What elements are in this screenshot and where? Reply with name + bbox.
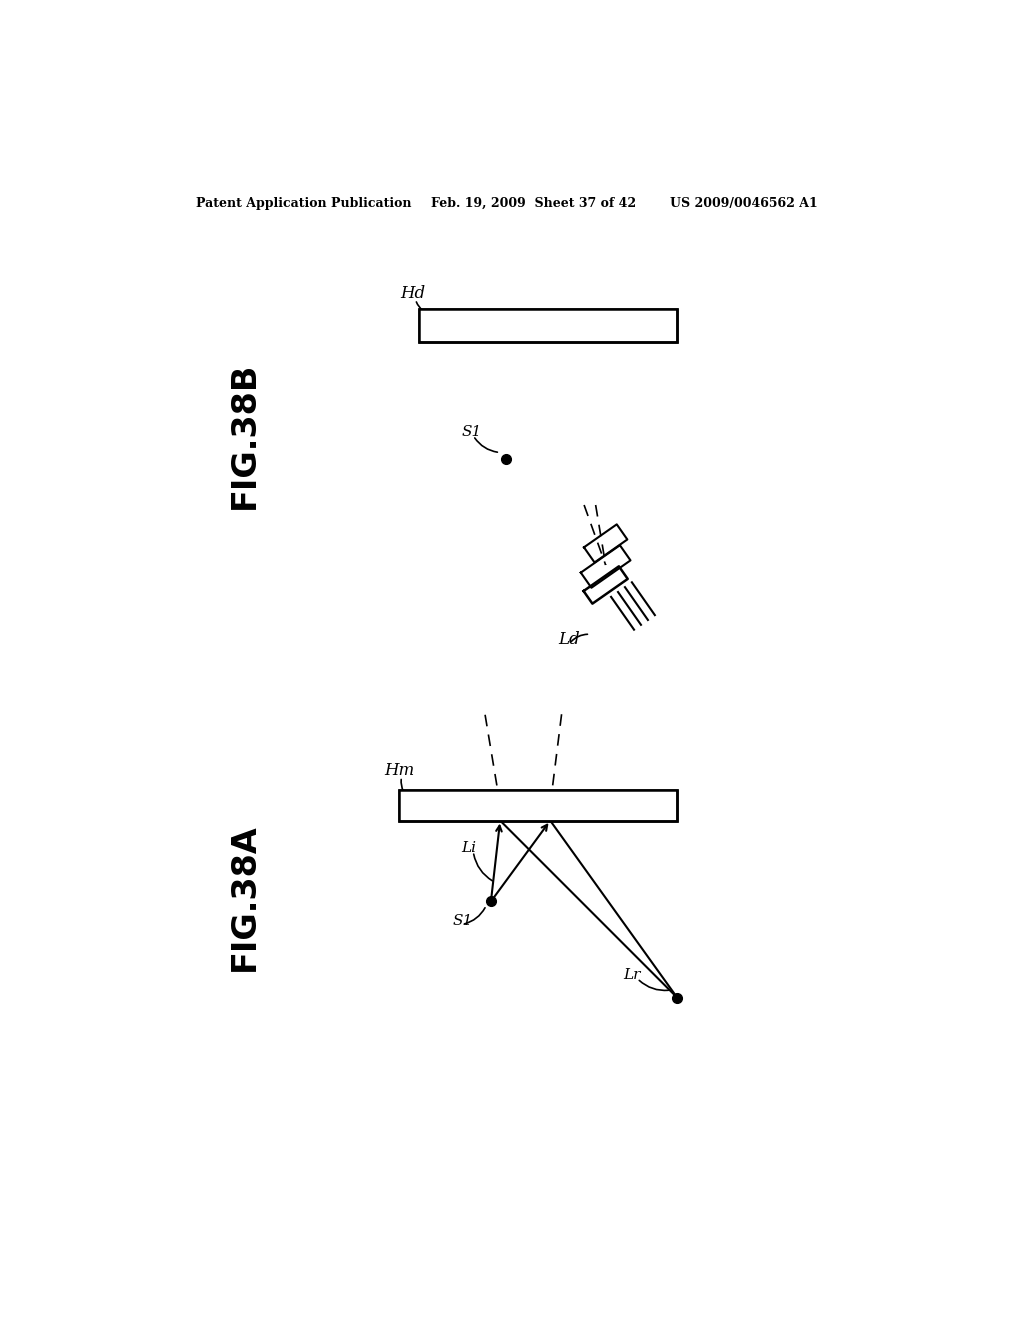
Bar	[419, 309, 677, 342]
Text: Feb. 19, 2009  Sheet 37 of 42: Feb. 19, 2009 Sheet 37 of 42	[431, 197, 636, 210]
Text: Ld: Ld	[558, 631, 580, 648]
Bar	[398, 789, 677, 821]
Text: S1: S1	[453, 913, 473, 928]
Text: Li: Li	[462, 841, 476, 854]
Text: Lr: Lr	[624, 968, 641, 982]
Text: FIG.38A: FIG.38A	[228, 824, 261, 972]
Bar	[420, 309, 677, 341]
Text: Patent Application Publication: Patent Application Publication	[196, 197, 412, 210]
Text: Hm: Hm	[385, 762, 415, 779]
Text: Hd: Hd	[400, 285, 425, 302]
Text: US 2009/0046562 A1: US 2009/0046562 A1	[670, 197, 817, 210]
Text: S1: S1	[462, 425, 482, 438]
Bar	[398, 789, 677, 821]
Bar	[399, 791, 677, 820]
Text: FIG.38B: FIG.38B	[228, 362, 261, 510]
Bar	[419, 309, 677, 342]
